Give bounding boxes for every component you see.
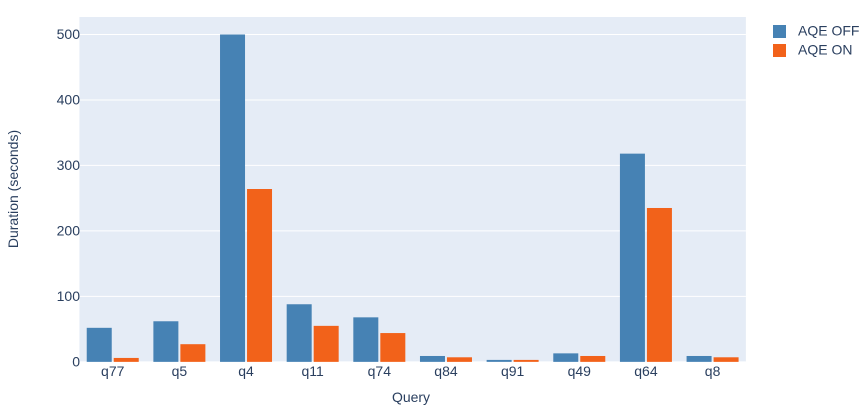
- svg-text:0: 0: [72, 354, 80, 370]
- svg-text:q91: q91: [501, 363, 525, 379]
- svg-text:Duration (seconds): Duration (seconds): [5, 130, 21, 248]
- svg-text:q49: q49: [568, 363, 592, 379]
- svg-text:q5: q5: [172, 363, 188, 379]
- svg-text:q77: q77: [101, 363, 125, 379]
- svg-text:q4: q4: [238, 363, 254, 379]
- svg-text:200: 200: [57, 223, 81, 239]
- svg-text:q84: q84: [434, 363, 458, 379]
- svg-text:q8: q8: [705, 363, 721, 379]
- svg-text:q64: q64: [634, 363, 658, 379]
- svg-text:500: 500: [57, 26, 81, 42]
- svg-text:Query: Query: [392, 389, 430, 405]
- svg-text:300: 300: [57, 157, 81, 173]
- svg-text:AQE OFF: AQE OFF: [798, 23, 859, 39]
- svg-text:q11: q11: [302, 363, 325, 379]
- svg-text:400: 400: [57, 92, 81, 108]
- svg-text:AQE ON: AQE ON: [798, 42, 852, 58]
- svg-text:100: 100: [57, 288, 81, 304]
- svg-text:q74: q74: [368, 363, 392, 379]
